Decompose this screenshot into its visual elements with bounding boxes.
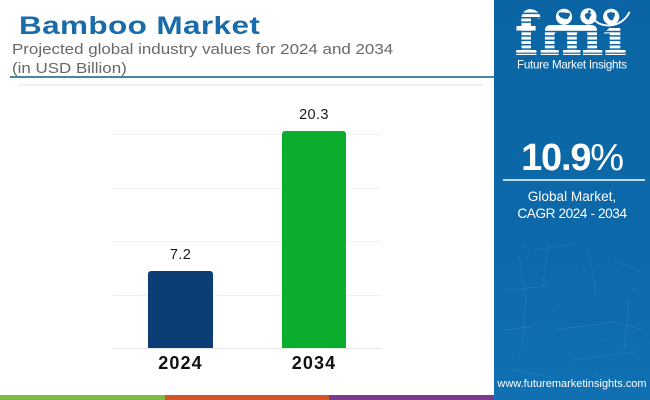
svg-text:Future Market Insights: Future Market Insights [517,59,627,72]
